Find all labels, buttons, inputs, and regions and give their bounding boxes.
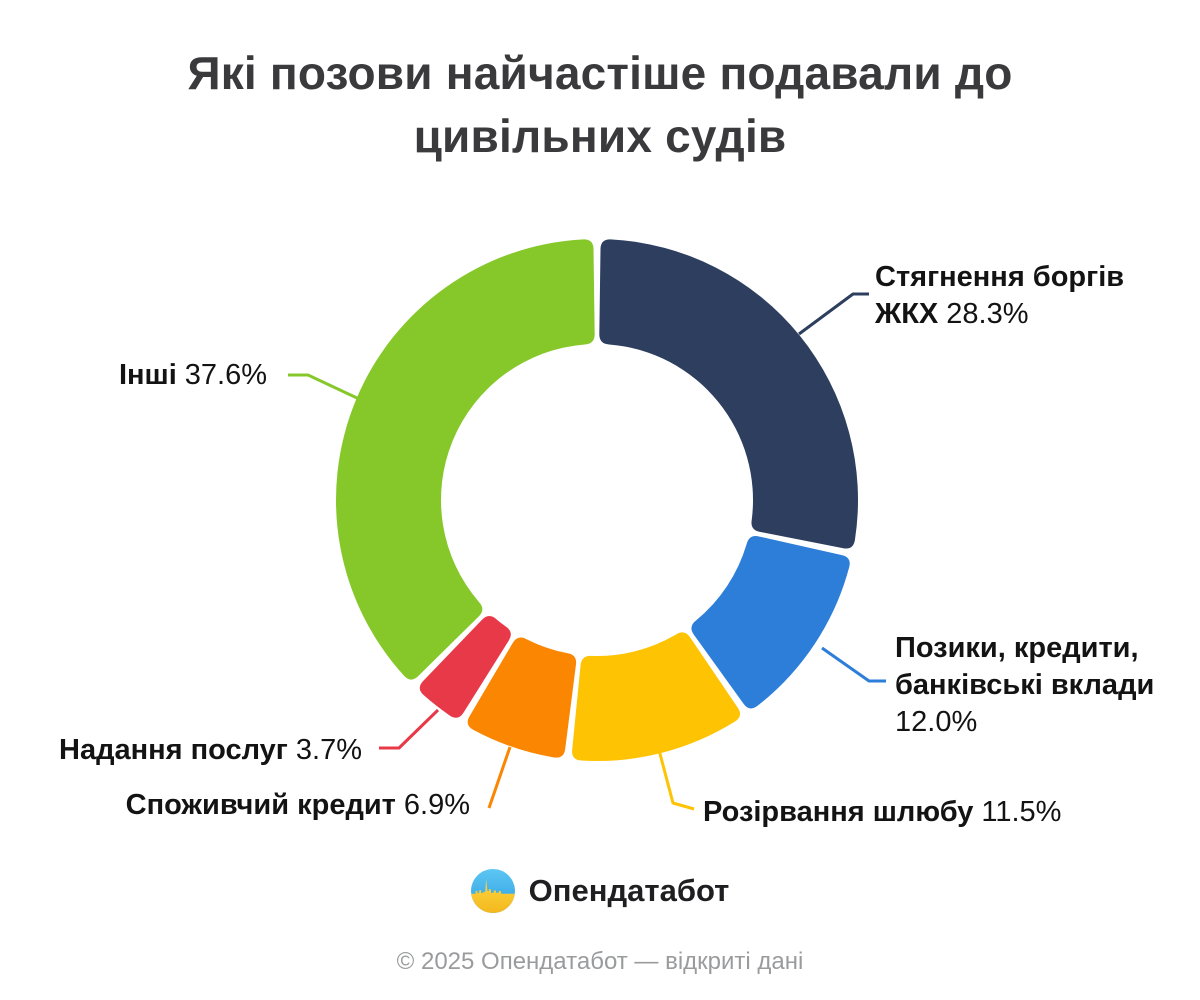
donut-segment-5 (336, 239, 595, 680)
leader-line-1 (821, 646, 886, 683)
chart-title-line-2: цивільних судів (413, 110, 787, 162)
leader-line-3 (487, 746, 512, 809)
opendatabot-logo-icon (470, 869, 515, 913)
chart-title: Які позови найчастіше подавали до цивіль… (0, 42, 1200, 168)
donut-segment-2 (572, 632, 741, 762)
donut-segment-0 (599, 239, 859, 549)
donut-segment-3 (467, 637, 577, 758)
leader-line-4 (379, 708, 440, 750)
leader-line-5 (288, 373, 358, 400)
leader-line-2 (657, 749, 695, 811)
leader-line-0 (798, 292, 869, 336)
brand-logo-text: Опендатабот (528, 873, 730, 908)
donut-segment-4 (419, 615, 511, 718)
donut-segment-1 (691, 536, 850, 709)
footer-copyright: © 2025 Опендатабот — відкриті дані (396, 948, 804, 975)
brand-row: Опендатабот (0, 869, 1200, 913)
chart-title-line-1: Які позови найчастіше подавали до (187, 47, 1013, 99)
